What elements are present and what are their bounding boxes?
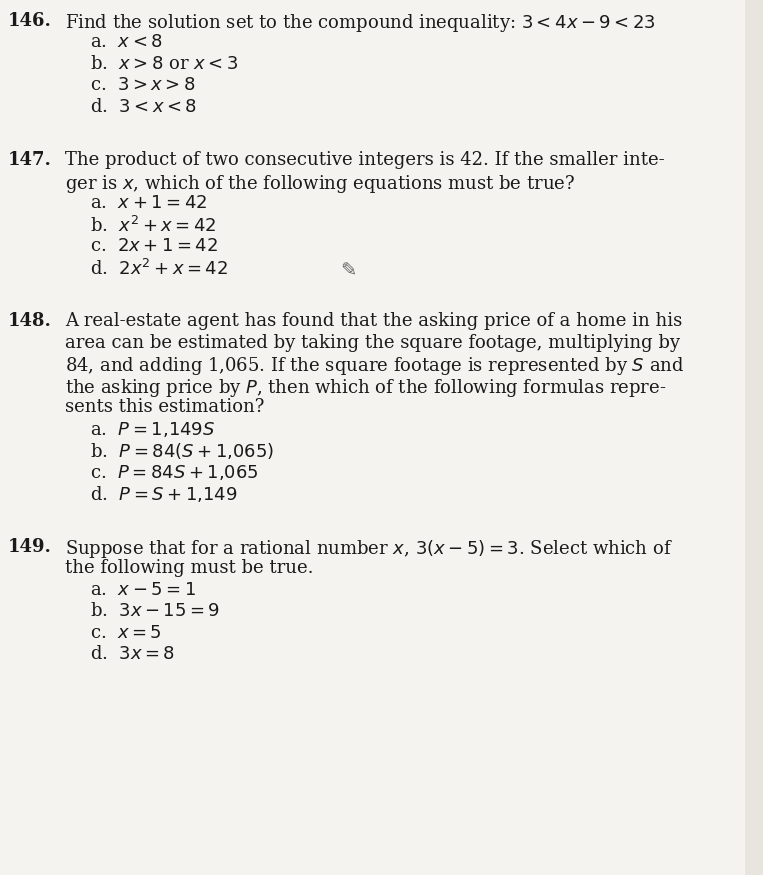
Text: a.  $P = 1{,}149S$: a. $P = 1{,}149S$ [90, 420, 215, 439]
Text: 84, and adding 1,065. If the square footage is represented by $S$ and: 84, and adding 1,065. If the square foot… [65, 355, 684, 377]
Text: Suppose that for a rational number $x$, $3(x - 5) = 3$. Select which of: Suppose that for a rational number $x$, … [65, 538, 673, 560]
Text: 149.: 149. [8, 538, 52, 556]
Text: A real-estate agent has found that the asking price of a home in his: A real-estate agent has found that the a… [65, 312, 682, 331]
Text: d.  $P = S + 1{,}149$: d. $P = S + 1{,}149$ [90, 485, 237, 505]
Text: c.  $P = 84S + 1{,}065$: c. $P = 84S + 1{,}065$ [90, 463, 259, 482]
Text: 148.: 148. [8, 312, 52, 331]
Text: c.  $2x + 1 = 42$: c. $2x + 1 = 42$ [90, 237, 218, 256]
Text: d.  $3 < x < 8$: d. $3 < x < 8$ [90, 98, 197, 116]
Text: 146.: 146. [8, 12, 52, 30]
Text: a.  $x - 5 = 1$: a. $x - 5 = 1$ [90, 581, 196, 599]
Text: c.  $3 > x > 8$: c. $3 > x > 8$ [90, 76, 196, 94]
Text: b.  $3x - 15 = 9$: b. $3x - 15 = 9$ [90, 603, 221, 620]
Text: c.  $x = 5$: c. $x = 5$ [90, 624, 162, 642]
Text: sents this estimation?: sents this estimation? [65, 398, 264, 416]
Text: ger is $x$, which of the following equations must be true?: ger is $x$, which of the following equat… [65, 173, 575, 195]
Text: a.  $x + 1 = 42$: a. $x + 1 = 42$ [90, 194, 208, 213]
Text: a.  $x < 8$: a. $x < 8$ [90, 33, 163, 52]
Text: the asking price by $P$, then which of the following formulas repre-: the asking price by $P$, then which of t… [65, 377, 666, 399]
Text: d.  $3x = 8$: d. $3x = 8$ [90, 646, 175, 663]
Text: b.  $x^2 + x = 42$: b. $x^2 + x = 42$ [90, 216, 217, 236]
Bar [745, 0, 763, 875]
Text: b.  $P = 84(S + 1{,}065)$: b. $P = 84(S + 1{,}065)$ [90, 442, 274, 461]
Text: b.  $x > 8$ or $x < 3$: b. $x > 8$ or $x < 3$ [90, 55, 239, 73]
Text: Find the solution set to the compound inequality: $3 < 4x - 9 < 23$: Find the solution set to the compound in… [65, 12, 655, 34]
Text: area can be estimated by taking the square footage, multiplying by: area can be estimated by taking the squa… [65, 334, 680, 352]
Text: the following must be true.: the following must be true. [65, 559, 314, 578]
Text: d.  $2x^2 + x = 42$: d. $2x^2 + x = 42$ [90, 259, 228, 279]
Text: The product of two consecutive integers is 42. If the smaller inte-: The product of two consecutive integers … [65, 151, 665, 170]
Text: 147.: 147. [8, 151, 52, 170]
Text: ✎: ✎ [340, 261, 356, 280]
